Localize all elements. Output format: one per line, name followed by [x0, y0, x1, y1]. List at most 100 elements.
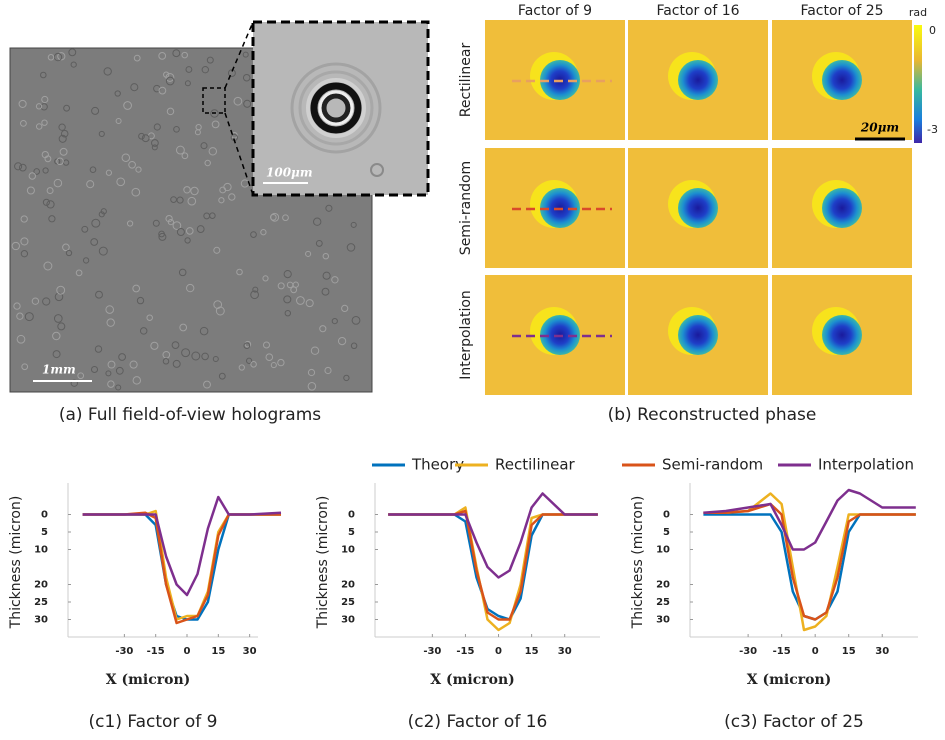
y-tick-label: 0	[41, 510, 48, 521]
x-tick-label: 15	[842, 646, 856, 657]
cell-ring	[305, 299, 314, 308]
cell-ring	[77, 372, 85, 380]
cell-ring	[171, 341, 180, 349]
cell-ring	[173, 125, 180, 133]
cell-ring	[52, 350, 61, 359]
cell-phase	[822, 315, 862, 355]
x-tick-label: 0	[184, 646, 191, 657]
cell-ring	[81, 225, 89, 233]
cell-ring	[208, 147, 218, 156]
cell-ring	[54, 292, 64, 302]
x-tick-label: 15	[525, 646, 539, 657]
cell-ring	[129, 360, 138, 369]
cell-ring	[322, 252, 330, 260]
cell-ring	[250, 290, 259, 300]
cell-ring	[146, 314, 153, 321]
cell-ring	[307, 368, 316, 377]
cell-ring	[163, 71, 170, 78]
cell-ring	[296, 296, 305, 305]
cell-ring	[283, 295, 292, 304]
cell-ring	[346, 243, 356, 252]
cell-ring	[283, 270, 292, 279]
cell-ring	[16, 334, 26, 344]
colorbar-tick: -3	[927, 123, 938, 136]
cell-ring	[98, 130, 105, 137]
inset-rings	[290, 62, 384, 177]
cell-ring	[265, 353, 274, 362]
cell-ring	[115, 117, 122, 125]
charts: 0 5 10 20 25 30 -30 -15 0 15 30 Thickness (micron) X…	[8, 483, 918, 732]
cell-ring	[341, 304, 349, 313]
caption: (b) Reconstructed phase	[608, 405, 817, 425]
y-tick-label: 5	[663, 527, 670, 538]
colorbar-tick: 0	[929, 24, 936, 37]
cell-ring	[68, 48, 77, 57]
column-header: Factor of 16	[656, 3, 739, 19]
cell-ring	[60, 129, 69, 138]
cell-ring	[213, 300, 223, 309]
cell-ring	[331, 276, 339, 284]
cell-phase	[678, 60, 718, 100]
cell-ring	[52, 331, 61, 341]
cell-ring	[351, 316, 361, 325]
cell-ring	[203, 212, 211, 220]
cell-ring	[162, 358, 170, 365]
cell-ring	[307, 382, 317, 391]
caption: (c3) Factor of 25	[724, 712, 864, 732]
y-tick-label: 10	[656, 545, 670, 556]
y-tick-label: 25	[34, 597, 48, 608]
cell-ring	[181, 348, 191, 358]
cell-ring	[42, 198, 50, 206]
y-tick-label: 10	[341, 545, 355, 556]
cell-ring	[130, 83, 139, 92]
cell-ring	[158, 52, 167, 60]
cell-ring	[44, 155, 52, 163]
cell-ring	[57, 322, 66, 331]
x-tick-label: -30	[423, 646, 441, 657]
cell-ring	[118, 353, 126, 361]
cell-ring	[242, 51, 249, 58]
cell-ring	[305, 250, 312, 257]
legend: Theory Rectilinear Semi-random Interpolatio…	[372, 456, 914, 474]
row-label: Semi-random	[458, 161, 474, 255]
cell-phase	[678, 315, 718, 355]
x-tick-label: -15	[773, 646, 791, 657]
scale-label: 1mm	[42, 363, 76, 377]
cell-ring	[35, 103, 43, 110]
zoom-line	[224, 21, 254, 89]
cell-phase	[678, 188, 718, 228]
cell-ring	[14, 162, 23, 171]
cell-ring	[135, 166, 142, 173]
cell-ring	[310, 346, 320, 355]
cell-ring	[170, 196, 177, 203]
cell-ring	[18, 163, 27, 172]
x-tick-label: -30	[739, 646, 757, 657]
cell-ring	[201, 352, 209, 361]
cell-ring	[243, 99, 252, 108]
y-tick-label: 10	[34, 545, 48, 556]
x-tick-label: 0	[812, 646, 819, 657]
y-tick-label: 20	[341, 580, 355, 591]
cell-phase	[822, 60, 862, 100]
cell-ring	[20, 215, 28, 223]
series-line	[82, 513, 281, 621]
cell-ring	[325, 204, 333, 212]
cell-ring	[89, 166, 97, 173]
cell-ring	[250, 361, 257, 368]
series-line	[388, 492, 598, 579]
cell-ring	[75, 269, 83, 277]
cell-ring	[90, 365, 99, 374]
cell-ring	[86, 180, 95, 189]
cell-ring	[63, 104, 71, 112]
cell-ring	[40, 71, 47, 79]
cell-ring	[48, 215, 56, 223]
cell-ring	[201, 66, 209, 74]
cell-ring	[150, 341, 159, 350]
cell-ring	[121, 153, 131, 162]
zoom-box	[202, 87, 226, 114]
cell-ring	[165, 76, 175, 86]
series-line	[703, 502, 916, 621]
cell-ring	[343, 374, 350, 382]
cell-ring	[350, 221, 357, 228]
legend-label: Rectilinear	[495, 456, 576, 474]
